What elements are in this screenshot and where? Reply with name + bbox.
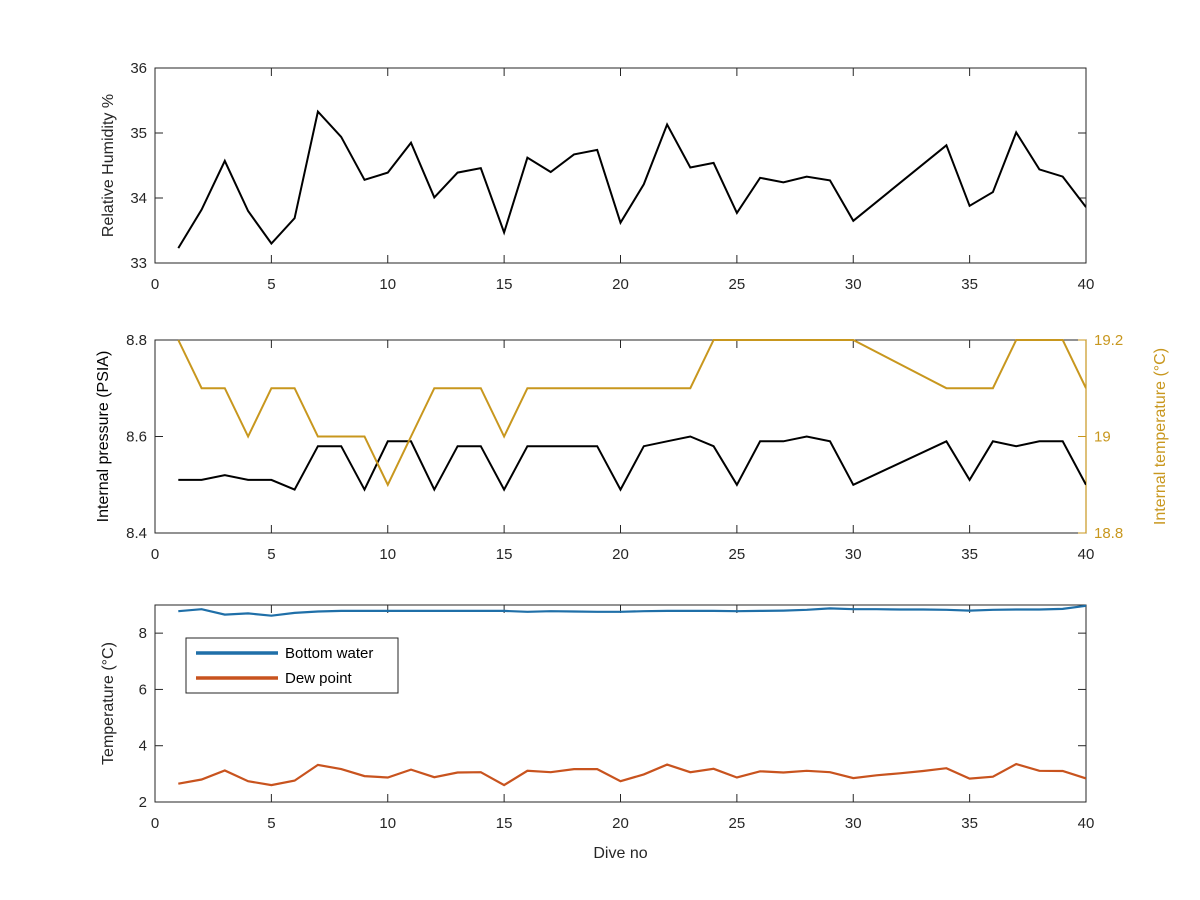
panel-2-frame [154,339,1087,534]
panel-2-xtick-label: 20 [612,546,629,563]
panel-2-xtick-label: 30 [845,546,862,563]
panel-1-xtick-label: 10 [379,276,396,293]
panel-2-xtick-label: 25 [729,546,746,563]
panel-1-xtick-label: 0 [151,276,159,293]
panel-2-xtick-label: 40 [1078,546,1095,563]
panel-3-series-2-line [178,762,1086,787]
panel-1-series-1-line [177,109,1086,249]
panel-2-ylabel-right: Internal temperature (°C) [1152,348,1169,525]
panel-2-ytick-label: 8.4 [126,525,147,542]
panel-1-ytick-label: 34 [130,190,147,207]
legend-label-1: Bottom water [285,645,373,662]
panel-1-frame [154,67,1087,264]
panel-2-ytick-right-label: 19 [1094,429,1111,446]
panel-3-xtick-label: 20 [612,815,629,832]
panel-3-ytick-label: 4 [139,738,147,755]
panel-3-xtick-label: 10 [379,815,396,832]
panel-1-xtick-label: 5 [267,276,275,293]
panel-2-ytick-label: 8.8 [126,332,147,349]
panel-3-ytick-label: 8 [139,625,147,642]
panel-1-xtick-label: 30 [845,276,862,293]
panel-2-series-1-line [178,435,1086,492]
panel-2-xtick-label: 0 [151,546,159,563]
panel-3-series-1-line [178,604,1086,617]
panel-3-xtick-label: 0 [151,815,159,832]
panel-3-xtick-label: 25 [729,815,746,832]
panel-2-ylabel: Internal pressure (PSIA) [95,351,112,523]
panel-1-ylabel: Relative Humidity % [100,94,117,237]
panel-1-ytick-label: 36 [130,60,147,77]
panel-1-xtick-label: 20 [612,276,629,293]
panel-1-xtick-label: 35 [961,276,978,293]
panel-3-xlabel: Dive no [593,845,647,862]
legend-box [185,637,399,694]
panel-2-series-2-line [177,339,1086,488]
legend-label-2: Dew point [285,670,353,687]
panel-2-xtick-label: 5 [267,546,275,563]
panel-3-ylabel: Temperature (°C) [100,642,117,765]
panel-2-ytick-label: 8.6 [126,429,147,446]
panel-2-xtick-label: 10 [379,546,396,563]
panel-1-xtick-label: 25 [729,276,746,293]
panel-2-xtick-label: 35 [961,546,978,563]
panel-1-ytick-label: 35 [130,125,147,142]
panel-3-ytick-label: 2 [139,794,147,811]
panel-3-ytick-label: 6 [139,681,147,698]
panel-3-xtick-label: 30 [845,815,862,832]
panel-2-ytick-right-label: 18.8 [1094,525,1123,542]
panel-1-xtick-label: 40 [1078,276,1095,293]
panel-1-xtick-label: 15 [496,276,513,293]
panel-3-xtick-label: 35 [961,815,978,832]
panel-1-ytick-label: 33 [130,255,147,272]
panel-3-xtick-label: 40 [1078,815,1095,832]
panel-3-xtick-label: 15 [496,815,513,832]
panel-3-frame [154,604,1087,803]
panel-2-ytick-right-label: 19.2 [1094,332,1123,349]
panel-3-xtick-label: 5 [267,815,275,832]
panel-2-xtick-label: 15 [496,546,513,563]
